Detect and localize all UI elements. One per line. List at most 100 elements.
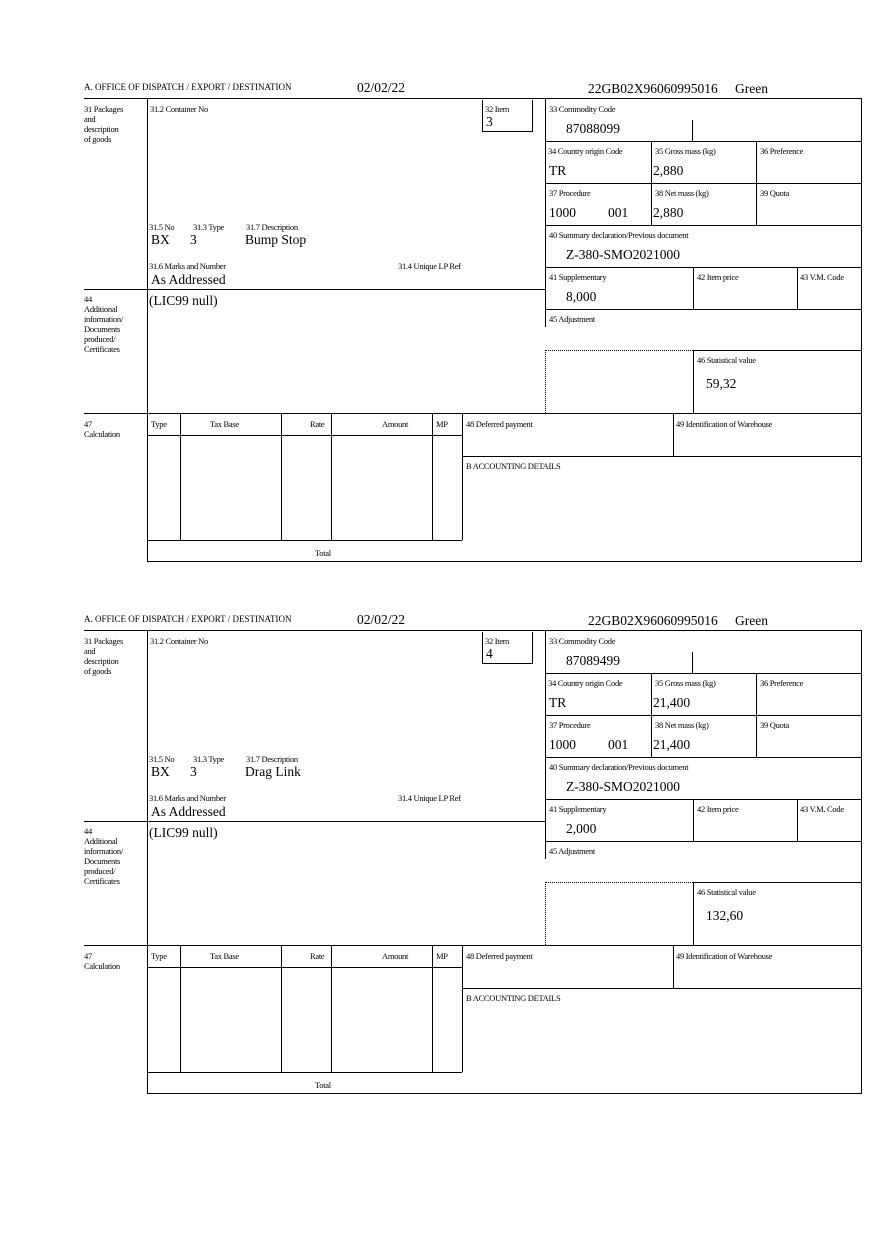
additional-info-value: (LIC99 null) xyxy=(149,825,218,840)
rule xyxy=(331,413,332,540)
box-47-label: 47 Calculation xyxy=(84,951,120,971)
commodity-code-label: 33 Commodity Code xyxy=(549,636,616,646)
rule xyxy=(482,100,483,131)
rule xyxy=(756,673,757,757)
adjustment-label: 45 Adjustment xyxy=(549,846,595,856)
warehouse-label: 49 Identification of Warehouse xyxy=(676,419,773,429)
supplementary-label: 41 Supplementary xyxy=(549,804,607,814)
rule xyxy=(693,882,694,945)
label-line: 47 xyxy=(84,951,92,961)
rule xyxy=(545,141,862,142)
procedure-additional-value: 001 xyxy=(608,737,629,752)
calc-header-type: Type xyxy=(151,951,167,961)
procedure-additional-value: 001 xyxy=(608,205,629,220)
container-no-label: 31.2 Container No xyxy=(150,104,208,114)
supplementary-value: 8,000 xyxy=(566,289,597,304)
calc-header-amount: Amount xyxy=(382,419,409,429)
rule xyxy=(861,98,862,561)
rule xyxy=(482,632,483,663)
supplementary-label: 41 Supplementary xyxy=(549,272,607,282)
container-no-label: 31.2 Container No xyxy=(150,636,208,646)
item-price-label: 42 Item price xyxy=(697,272,739,282)
rule xyxy=(545,841,862,842)
packages-type-value: 3 xyxy=(190,232,197,247)
customs-declaration-form: A. OFFICE OF DISPATCH / EXPORT / DESTINA… xyxy=(0,612,882,1102)
marks-label: 31.6 Marks and Number xyxy=(149,261,226,271)
deferred-payment-label: 48 Deferred payment xyxy=(466,951,533,961)
label-line: produced/ xyxy=(84,334,116,344)
rule xyxy=(545,350,693,351)
packages-no-value: BX xyxy=(151,232,170,247)
commodity-code-label: 33 Commodity Code xyxy=(549,104,616,114)
accounting-details-label: B ACCOUNTING DETAILS xyxy=(466,461,561,471)
quota-label: 39 Quota xyxy=(760,720,789,730)
supplementary-value: 2,000 xyxy=(566,821,597,836)
label-line: information/ xyxy=(84,314,123,324)
item-price-label: 42 Item price xyxy=(697,804,739,814)
rule xyxy=(545,715,862,716)
label-line: description xyxy=(84,124,119,134)
rule xyxy=(673,413,674,456)
previous-document-label: 40 Summary declaration/Previous document xyxy=(549,230,689,240)
rule xyxy=(532,632,533,663)
rule xyxy=(147,1093,862,1094)
item-value: 3 xyxy=(486,114,493,129)
gross-mass-value: 2,880 xyxy=(653,163,684,178)
rule xyxy=(84,98,862,99)
rule xyxy=(84,945,862,946)
unique-lp-ref-label: 31.4 Unique LP Ref xyxy=(398,793,461,803)
statistical-value: 59,32 xyxy=(706,376,737,391)
rule xyxy=(482,131,533,132)
country-origin-label: 34 Country origin Code xyxy=(548,146,623,156)
rule xyxy=(651,141,652,225)
total-label: Total xyxy=(315,548,331,558)
marks-value: As Addressed xyxy=(151,272,226,287)
quota-label: 39 Quota xyxy=(760,188,789,198)
label-line: Documents xyxy=(84,324,121,334)
additional-info-value: (LIC99 null) xyxy=(149,293,218,308)
gross-mass-value: 21,400 xyxy=(653,695,691,710)
label-line: and xyxy=(84,646,96,656)
rule xyxy=(84,821,545,822)
marks-label: 31.6 Marks and Number xyxy=(149,793,226,803)
commodity-code-value: 87088099 xyxy=(566,121,620,136)
rule xyxy=(545,882,546,945)
previous-document-value: Z-380-SMO2021000 xyxy=(566,247,680,262)
rule xyxy=(545,350,546,413)
procedure-value: 1000 xyxy=(549,205,576,220)
rule xyxy=(84,413,862,414)
rule xyxy=(180,413,181,540)
rule xyxy=(147,561,862,562)
rule xyxy=(673,945,674,988)
rule xyxy=(432,413,433,540)
label-line: 44 xyxy=(84,826,92,836)
calc-header-mp: MP xyxy=(436,419,448,429)
calc-header-rate: Rate xyxy=(310,951,325,961)
box-47-label: 47 Calculation xyxy=(84,419,120,439)
rule xyxy=(432,945,433,1072)
packages-no-label: 31.5 No xyxy=(149,222,175,232)
description-label: 31.7 Description xyxy=(246,754,298,764)
customs-declaration-form: A. OFFICE OF DISPATCH / EXPORT / DESTINA… xyxy=(0,80,882,570)
office-label: A. OFFICE OF DISPATCH / EXPORT / DESTINA… xyxy=(84,614,292,624)
packages-no-value: BX xyxy=(151,764,170,779)
rule xyxy=(462,413,463,540)
commodity-code-value: 87089499 xyxy=(566,653,620,668)
packages-no-label: 31.5 No xyxy=(149,754,175,764)
item-label: 32 Item xyxy=(485,104,510,114)
previous-document-label: 40 Summary declaration/Previous document xyxy=(549,762,689,772)
rule xyxy=(462,945,463,1072)
vm-code-label: 43 V.M. Code xyxy=(800,804,844,814)
rule xyxy=(84,630,862,631)
net-mass-value: 2,880 xyxy=(653,205,684,220)
rule xyxy=(147,1072,462,1073)
rule xyxy=(693,350,694,413)
description-label: 31.7 Description xyxy=(246,222,298,232)
box-31-label: 31 Packages and description of goods xyxy=(84,104,123,144)
rule xyxy=(147,98,148,561)
rule xyxy=(756,141,757,225)
item-value: 4 xyxy=(486,646,493,661)
date: 02/02/22 xyxy=(357,80,406,95)
rule xyxy=(462,988,862,989)
